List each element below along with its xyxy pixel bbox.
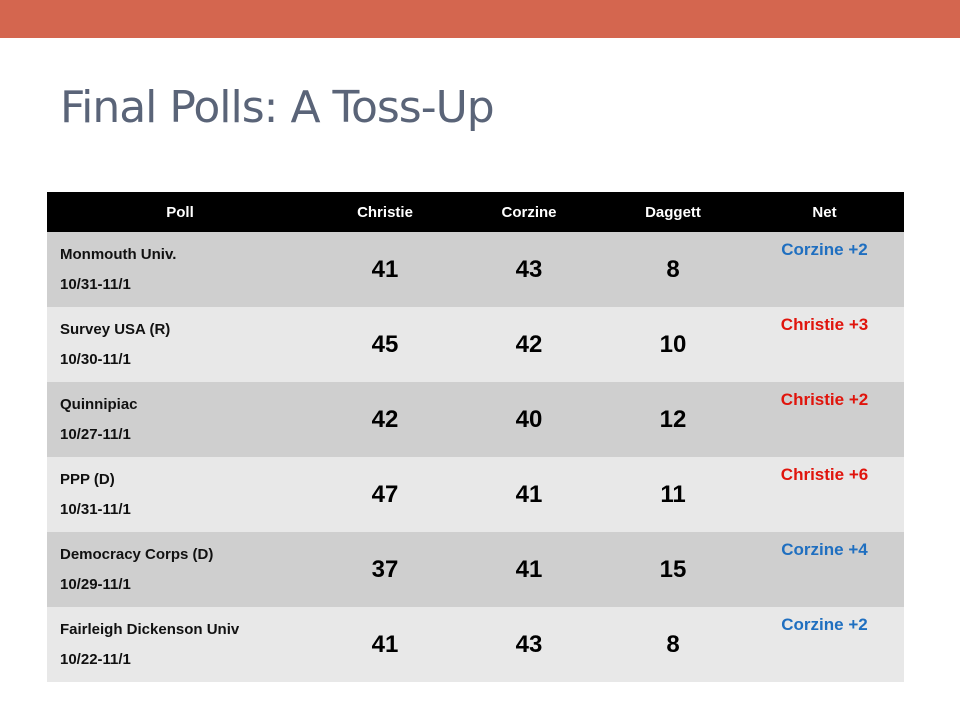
poll-name: Fairleigh Dickenson Univ [60,620,240,638]
poll-dates: 10/31-11/1 [60,500,131,518]
corzine-value: 40 [457,382,601,457]
table-row: Fairleigh Dickenson Univ 10/22-11/1 41 4… [47,607,904,682]
corzine-value: 43 [457,232,601,307]
net-value: Corzine +4 [745,532,904,607]
corzine-value: 41 [457,532,601,607]
poll-cell: Monmouth Univ. 10/31-11/1 [47,232,313,307]
christie-value: 45 [313,307,457,382]
daggett-value: 8 [601,607,745,682]
daggett-value: 8 [601,232,745,307]
poll-cell: Fairleigh Dickenson Univ 10/22-11/1 [47,607,313,682]
christie-value: 41 [313,607,457,682]
header-corzine: Corzine [457,192,601,232]
corzine-value: 43 [457,607,601,682]
table-header-row: Poll Christie Corzine Daggett Net [47,192,904,232]
daggett-value: 11 [601,457,745,532]
poll-name: PPP (D) [60,470,115,488]
header-christie: Christie [313,192,457,232]
poll-cell: Survey USA (R) 10/30-11/1 [47,307,313,382]
poll-name: Quinnipiac [60,395,138,413]
corzine-value: 41 [457,457,601,532]
header-poll: Poll [47,192,313,232]
poll-cell: Quinnipiac 10/27-11/1 [47,382,313,457]
daggett-value: 10 [601,307,745,382]
christie-value: 41 [313,232,457,307]
daggett-value: 15 [601,532,745,607]
christie-value: 37 [313,532,457,607]
table-row: PPP (D) 10/31-11/1 47 41 11 Christie +6 [47,457,904,532]
daggett-value: 12 [601,382,745,457]
net-value: Christie +6 [745,457,904,532]
slide-title: Final Polls: A Toss-Up [60,82,495,133]
poll-dates: 10/27-11/1 [60,425,131,443]
accent-top-bar [0,0,960,38]
table-row: Survey USA (R) 10/30-11/1 45 42 10 Chris… [47,307,904,382]
net-value: Christie +2 [745,382,904,457]
poll-dates: 10/29-11/1 [60,575,131,593]
christie-value: 47 [313,457,457,532]
poll-dates: 10/31-11/1 [60,275,131,293]
table-row: Democracy Corps (D) 10/29-11/1 37 41 15 … [47,532,904,607]
poll-dates: 10/30-11/1 [60,350,131,368]
net-value: Christie +3 [745,307,904,382]
corzine-value: 42 [457,307,601,382]
poll-name: Democracy Corps (D) [60,545,214,563]
header-daggett: Daggett [601,192,745,232]
christie-value: 42 [313,382,457,457]
poll-cell: PPP (D) 10/31-11/1 [47,457,313,532]
table-row: Quinnipiac 10/27-11/1 42 40 12 Christie … [47,382,904,457]
poll-name: Survey USA (R) [60,320,171,338]
net-value: Corzine +2 [745,232,904,307]
net-value: Corzine +2 [745,607,904,682]
poll-dates: 10/22-11/1 [60,650,131,668]
poll-name: Monmouth Univ. [60,245,177,263]
polls-table: Poll Christie Corzine Daggett Net Monmou… [47,192,904,682]
header-net: Net [745,192,904,232]
table-row: Monmouth Univ. 10/31-11/1 41 43 8 Corzin… [47,232,904,307]
poll-cell: Democracy Corps (D) 10/29-11/1 [47,532,313,607]
